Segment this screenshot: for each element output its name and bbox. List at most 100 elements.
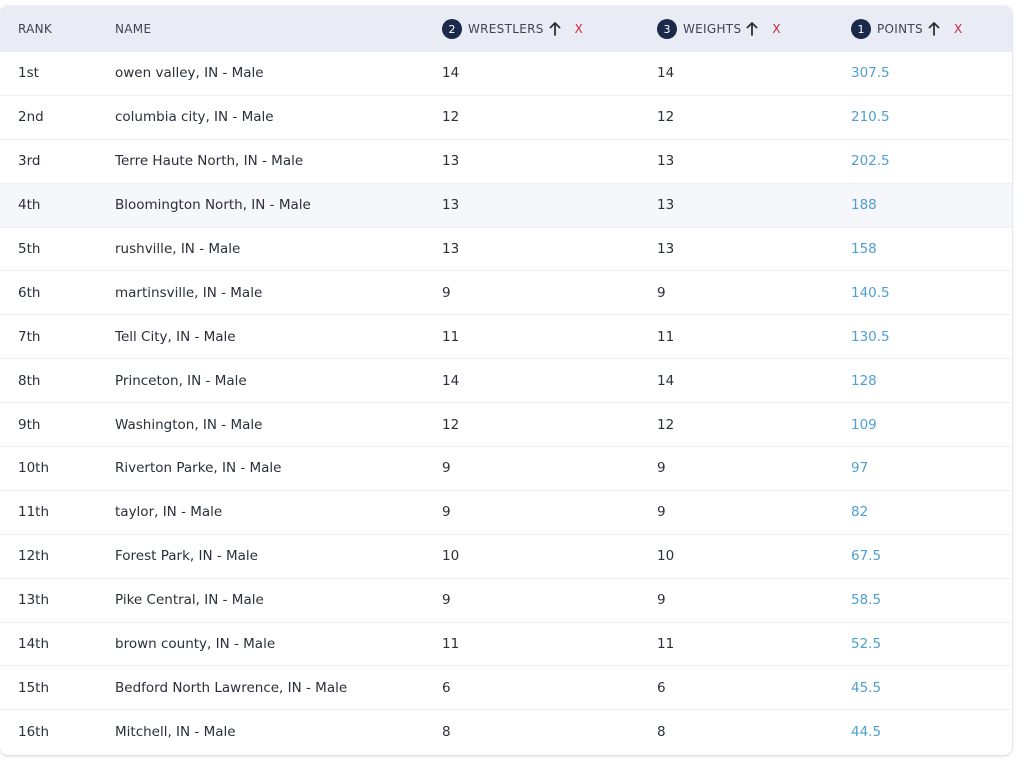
- wrestlers-cell: 9: [442, 592, 451, 609]
- weights-cell: 12: [657, 109, 675, 126]
- sort-ascending-icon[interactable]: [549, 22, 561, 36]
- points-link[interactable]: 130.5: [851, 328, 890, 345]
- rank-cell: 3rd: [18, 153, 41, 170]
- points-link[interactable]: 52.5: [851, 636, 882, 653]
- points-clear-sort-button[interactable]: X: [953, 22, 963, 36]
- points-link[interactable]: 210.5: [851, 109, 890, 126]
- wrestlers-cell: 9: [442, 460, 451, 477]
- name-header-label: NAME: [115, 22, 152, 36]
- team-name-cell: martinsville, IN - Male: [115, 284, 263, 301]
- weights-column-header[interactable]: 3 WEIGHTS X: [657, 6, 851, 52]
- team-name-cell: taylor, IN - Male: [115, 504, 223, 521]
- team-name-cell: Tell City, IN - Male: [115, 328, 236, 345]
- wrestlers-cell: 9: [442, 504, 451, 521]
- points-link[interactable]: 140.5: [851, 284, 890, 301]
- points-link[interactable]: 202.5: [851, 153, 890, 170]
- team-name-cell: Mitchell, IN - Male: [115, 724, 236, 741]
- sort-ascending-icon[interactable]: [928, 22, 940, 36]
- weights-cell: 13: [657, 153, 675, 170]
- team-name-cell: Bloomington North, IN - Male: [115, 197, 311, 214]
- rank-column-header[interactable]: RANK: [0, 6, 115, 52]
- weights-cell: 14: [657, 65, 675, 82]
- table-row[interactable]: 12th Forest Park, IN - Male 10 10 67.5: [0, 535, 1012, 579]
- table-row[interactable]: 3rd Terre Haute North, IN - Male 13 13 202.5: [0, 140, 1012, 184]
- weights-cell: 10: [657, 548, 675, 565]
- weights-sort-order-badge: 3: [657, 19, 677, 39]
- rank-cell: 7th: [18, 328, 41, 345]
- weights-cell: 9: [657, 592, 666, 609]
- table-row[interactable]: 8th Princeton, IN - Male 14 14 128: [0, 359, 1012, 404]
- wrestlers-clear-sort-button[interactable]: X: [574, 22, 583, 36]
- wrestlers-column-header[interactable]: 2 WRESTLERS X: [442, 6, 657, 52]
- points-link[interactable]: 158: [851, 241, 877, 257]
- sort-ascending-icon[interactable]: [746, 22, 758, 36]
- table-row[interactable]: 15th Bedford North Lawrence, IN - Male 6 6 4…: [0, 666, 1012, 711]
- name-column-header[interactable]: NAME: [115, 6, 442, 52]
- wrestlers-cell: 14: [442, 65, 460, 82]
- wrestlers-cell: 14: [442, 372, 460, 389]
- points-column-header[interactable]: 1 POINTS X: [851, 6, 1012, 52]
- table-row[interactable]: 16th Mitchell, IN - Male 8 8 44.5: [0, 710, 1012, 754]
- rank-cell: 8th: [18, 372, 41, 389]
- weights-cell: 13: [657, 241, 675, 257]
- table-row[interactable]: 10th Riverton Parke, IN - Male 9 9 97: [0, 447, 1012, 491]
- wrestlers-cell: 13: [442, 241, 460, 257]
- team-name-cell: rushville, IN - Male: [115, 241, 241, 257]
- table-row[interactable]: 6th martinsville, IN - Male 9 9 140.5: [0, 271, 1012, 316]
- team-name-cell: Forest Park, IN - Male: [115, 548, 258, 565]
- table-row[interactable]: 4th Bloomington North, IN - Male 13 13 188: [0, 183, 1012, 228]
- points-link[interactable]: 128: [851, 372, 877, 389]
- wrestlers-cell: 10: [442, 548, 460, 565]
- points-link[interactable]: 82: [851, 504, 869, 521]
- team-name-cell: Riverton Parke, IN - Male: [115, 460, 282, 477]
- table-row[interactable]: 7th Tell City, IN - Male 11 11 130.5: [0, 315, 1012, 360]
- wrestlers-cell: 9: [442, 284, 451, 301]
- weights-cell: 9: [657, 504, 666, 521]
- team-name-cell: Bedford North Lawrence, IN - Male: [115, 679, 348, 696]
- table-body: 1st owen valley, IN - Male 14 14 307.5 2nd col…: [0, 52, 1012, 754]
- table-row[interactable]: 9th Washington, IN - Male 12 12 109: [0, 403, 1012, 448]
- rank-cell: 9th: [18, 416, 41, 433]
- points-link[interactable]: 307.5: [851, 65, 890, 82]
- weights-cell: 12: [657, 416, 675, 433]
- rank-cell: 4th: [18, 197, 41, 214]
- table-row[interactable]: 1st owen valley, IN - Male 14 14 307.5: [0, 52, 1012, 96]
- table-row[interactable]: 11th taylor, IN - Male 9 9 82: [0, 491, 1012, 535]
- table-row[interactable]: 13th Pike Central, IN - Male 9 9 58.5: [0, 579, 1012, 623]
- rank-cell: 16th: [18, 724, 50, 741]
- team-standings-table: RANK NAME 2 WRESTLERS X 3 WEIGHTS X 1 PO…: [0, 6, 1012, 755]
- table-header: RANK NAME 2 WRESTLERS X 3 WEIGHTS X 1 PO…: [0, 6, 1012, 52]
- weights-cell: 6: [657, 679, 666, 696]
- weights-cell: 11: [657, 328, 675, 345]
- rank-cell: 12th: [18, 548, 50, 565]
- rank-cell: 5th: [18, 241, 41, 257]
- points-link[interactable]: 58.5: [851, 592, 882, 609]
- team-name-cell: Terre Haute North, IN - Male: [115, 153, 304, 170]
- points-header-label: POINTS: [877, 22, 923, 36]
- wrestlers-cell: 12: [442, 416, 460, 433]
- team-name-cell: Pike Central, IN - Male: [115, 592, 264, 609]
- rank-cell: 1st: [18, 65, 39, 82]
- table-row[interactable]: 5th rushville, IN - Male 13 13 158: [0, 228, 1012, 272]
- points-link[interactable]: 44.5: [851, 724, 882, 741]
- wrestlers-sort-order-badge: 2: [442, 19, 462, 39]
- points-link[interactable]: 45.5: [851, 679, 882, 696]
- points-link[interactable]: 109: [851, 416, 877, 433]
- points-link[interactable]: 97: [851, 460, 869, 477]
- wrestlers-cell: 11: [442, 636, 460, 653]
- weights-clear-sort-button[interactable]: X: [772, 22, 781, 36]
- team-name-cell: owen valley, IN - Male: [115, 65, 264, 82]
- rank-cell: 13th: [18, 592, 50, 609]
- rank-cell: 2nd: [18, 109, 44, 126]
- table-row[interactable]: 2nd columbia city, IN - Male 12 12 210.5: [0, 96, 1012, 140]
- points-link[interactable]: 188: [851, 197, 877, 214]
- weights-cell: 11: [657, 636, 675, 653]
- rank-cell: 11th: [18, 504, 50, 521]
- weights-cell: 8: [657, 724, 666, 741]
- wrestlers-cell: 11: [442, 328, 460, 345]
- table-row[interactable]: 14th brown county, IN - Male 11 11 52.5: [0, 623, 1012, 667]
- team-name-cell: columbia city, IN - Male: [115, 109, 274, 126]
- points-link[interactable]: 67.5: [851, 548, 882, 565]
- weights-header-label: WEIGHTS: [683, 22, 742, 36]
- wrestlers-cell: 13: [442, 153, 460, 170]
